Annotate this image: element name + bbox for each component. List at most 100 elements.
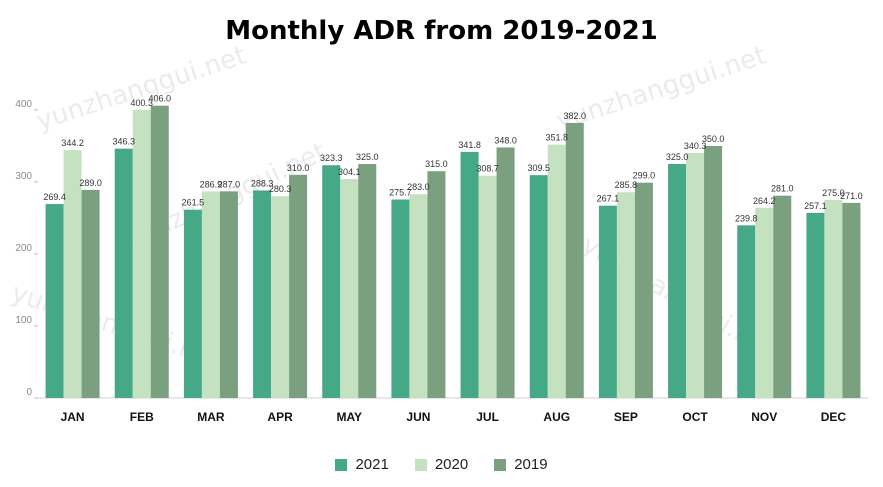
data-label: 344.2 bbox=[61, 138, 84, 148]
data-label: 261.5 bbox=[182, 198, 205, 208]
data-label: 348.0 bbox=[494, 135, 517, 145]
bar-2019-nov bbox=[773, 195, 792, 398]
legend-swatch bbox=[414, 458, 427, 471]
bar-2019-jun bbox=[427, 171, 446, 398]
bar-2019-oct bbox=[704, 146, 723, 398]
data-label: 271.0 bbox=[840, 191, 863, 201]
bar-2021-may bbox=[322, 165, 341, 398]
data-label: 275.7 bbox=[389, 187, 412, 197]
watermark-text: yunzhanggui.net bbox=[553, 41, 770, 137]
data-label: 309.5 bbox=[527, 163, 550, 173]
data-label: 325.0 bbox=[666, 152, 689, 162]
bar-2020-apr bbox=[271, 196, 290, 398]
bar-2020-feb bbox=[132, 109, 151, 398]
data-label: 283.0 bbox=[407, 182, 430, 192]
data-label: 275.0 bbox=[822, 188, 845, 198]
x-tick-label: MAR bbox=[197, 410, 225, 424]
bar-2021-jul bbox=[460, 151, 479, 398]
bar-2021-dec bbox=[806, 212, 825, 398]
x-tick-label: JAN bbox=[61, 410, 85, 424]
x-tick-label: FEB bbox=[130, 410, 154, 424]
y-tick-label: 100 bbox=[15, 315, 32, 326]
x-tick-label: JUN bbox=[406, 410, 430, 424]
bars-layer bbox=[45, 105, 861, 399]
data-label: 287.0 bbox=[218, 179, 241, 189]
legend: 2021 2020 2019 bbox=[0, 456, 883, 473]
bar-2020-oct bbox=[686, 152, 705, 398]
x-tick-label: MAY bbox=[336, 410, 362, 424]
bar-2021-jan bbox=[45, 204, 64, 398]
data-label: 239.8 bbox=[735, 213, 758, 223]
y-tick-label: 200 bbox=[15, 243, 32, 254]
bar-2020-nov bbox=[755, 207, 774, 398]
data-label: 315.0 bbox=[425, 159, 448, 169]
bar-2021-aug bbox=[529, 175, 548, 398]
data-label: 351.8 bbox=[545, 133, 568, 143]
bar-2021-feb bbox=[114, 148, 133, 398]
y-axis: 0 100 200 300 400 bbox=[15, 99, 868, 399]
x-tick-label: APR bbox=[267, 410, 293, 424]
legend-swatch bbox=[335, 458, 348, 471]
legend-item[interactable]: 2019 bbox=[494, 456, 548, 473]
bar-2019-jul bbox=[496, 147, 515, 398]
x-axis: JAN FEB MAR APR MAY JUN JUL AUG SEP OCT NOV DEC bbox=[61, 410, 847, 424]
bar-2020-jun bbox=[409, 194, 428, 398]
bar-2021-mar bbox=[183, 209, 202, 398]
bar-2019-jan bbox=[81, 189, 100, 398]
data-label: 310.0 bbox=[287, 163, 310, 173]
bar-2020-sep bbox=[616, 192, 635, 398]
bar-2019-mar bbox=[219, 191, 238, 398]
data-label: 350.0 bbox=[702, 134, 725, 144]
data-label: 257.1 bbox=[804, 201, 827, 211]
data-label: 288.3 bbox=[251, 178, 274, 188]
data-label: 382.0 bbox=[563, 111, 586, 121]
data-label: 325.0 bbox=[356, 152, 379, 162]
x-tick-label: AUG bbox=[543, 410, 570, 424]
y-tick-label: 400 bbox=[15, 99, 32, 110]
legend-item[interactable]: 2020 bbox=[414, 456, 469, 473]
x-tick-label: JUL bbox=[476, 410, 499, 424]
data-label: 286.9 bbox=[200, 179, 223, 189]
bar-2020-jan bbox=[63, 150, 82, 398]
legend-swatch bbox=[494, 458, 507, 471]
bar-2020-aug bbox=[547, 144, 566, 398]
data-label: 406.0 bbox=[148, 94, 171, 104]
bar-2019-apr bbox=[289, 174, 308, 398]
data-label: 267.1 bbox=[597, 194, 620, 204]
bar-2021-jun bbox=[391, 199, 410, 398]
x-tick-label: OCT bbox=[682, 410, 708, 424]
legend-label: 2019 bbox=[514, 456, 548, 473]
x-tick-label: NOV bbox=[751, 410, 777, 424]
data-label: 341.8 bbox=[458, 140, 481, 150]
bar-2019-aug bbox=[565, 122, 584, 399]
bar-2021-apr bbox=[253, 190, 272, 398]
bar-2019-sep bbox=[634, 182, 653, 398]
legend-label: 2020 bbox=[434, 456, 469, 473]
chart-title: Monthly ADR from 2019-2021 bbox=[225, 16, 658, 46]
data-label: 285.8 bbox=[615, 180, 638, 190]
data-label: 400.3 bbox=[130, 98, 153, 108]
data-label: 281.0 bbox=[771, 184, 794, 194]
x-tick-label: DEC bbox=[821, 410, 847, 424]
data-label: 323.3 bbox=[320, 153, 343, 163]
data-label: 299.0 bbox=[633, 171, 656, 181]
data-label: 304.1 bbox=[338, 167, 361, 177]
data-label: 308.7 bbox=[476, 164, 499, 174]
data-label: 269.4 bbox=[43, 192, 66, 202]
bar-2020-may bbox=[340, 179, 359, 398]
legend-item[interactable]: 2021 bbox=[335, 456, 389, 473]
legend-label: 2021 bbox=[355, 456, 389, 473]
y-tick-label: 0 bbox=[26, 387, 32, 398]
x-tick-label: SEP bbox=[614, 410, 638, 424]
y-tick-label: 300 bbox=[15, 171, 32, 182]
bar-2020-dec bbox=[824, 200, 843, 398]
bar-2019-feb bbox=[150, 105, 169, 399]
bar-2020-mar bbox=[201, 191, 220, 398]
bar-2021-nov bbox=[737, 225, 756, 398]
data-label: 289.0 bbox=[79, 178, 102, 188]
bar-2020-jul bbox=[478, 175, 497, 398]
bar-2019-may bbox=[358, 164, 377, 398]
bar-2019-dec bbox=[842, 202, 861, 398]
bar-2021-oct bbox=[668, 164, 687, 398]
